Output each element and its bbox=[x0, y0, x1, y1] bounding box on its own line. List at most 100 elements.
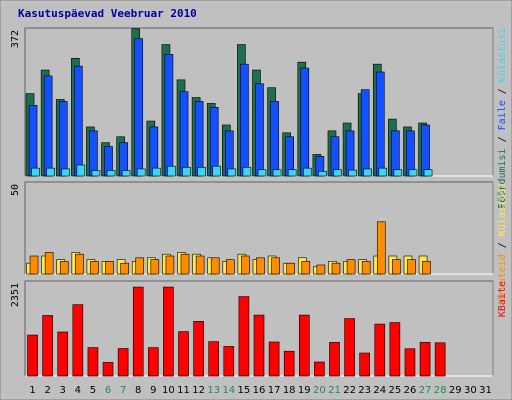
bar-kulastusi-top bbox=[212, 165, 222, 177]
bar-faile bbox=[28, 105, 38, 177]
bar-arvuteid bbox=[150, 259, 160, 275]
bar-kulastusi-top bbox=[197, 167, 206, 177]
x-tick-label: 9 bbox=[150, 385, 156, 396]
legend-item: Külastusi bbox=[497, 182, 508, 236]
bar-arvuteid bbox=[271, 257, 280, 275]
bar-kulastusi-top bbox=[76, 164, 86, 177]
bar-faile bbox=[375, 71, 385, 177]
bar-kulastusi-top bbox=[91, 170, 101, 177]
bar-arvuteid bbox=[226, 259, 235, 275]
bar-kulastusi-top bbox=[348, 169, 357, 177]
y-max-label-top: 372 bbox=[10, 30, 21, 48]
legend-item: / bbox=[497, 82, 508, 100]
bar-kulastusi-top bbox=[31, 167, 40, 177]
bar-kbaite bbox=[253, 314, 265, 377]
y-max-label-middle: 50 bbox=[10, 184, 21, 196]
x-tick-label: 10 bbox=[162, 385, 175, 396]
bar-faile bbox=[240, 63, 249, 177]
middle-panel-bars bbox=[26, 221, 431, 275]
bar-arvuteid bbox=[256, 257, 265, 275]
bar-kulastusi-top bbox=[227, 168, 237, 177]
x-tick-label: 4 bbox=[75, 385, 81, 396]
bar-arvuteid bbox=[361, 261, 371, 275]
bar-kbaite bbox=[208, 341, 220, 377]
x-tick-label: 12 bbox=[192, 385, 205, 396]
bar-kulastusi-top bbox=[333, 169, 342, 177]
bar-kbaite bbox=[298, 314, 310, 377]
bar-kulastusi-top bbox=[242, 167, 252, 177]
bar-kbaite bbox=[344, 318, 355, 377]
bar-kbaite bbox=[132, 286, 144, 377]
bar-arvuteid bbox=[241, 255, 250, 275]
x-tick-label: 25 bbox=[389, 385, 402, 396]
top-panel-bars bbox=[25, 28, 433, 177]
x-tick-label: 5 bbox=[90, 385, 96, 396]
bar-arvuteid bbox=[422, 261, 431, 275]
bar-arvuteid bbox=[135, 257, 145, 275]
x-tick-label: 18 bbox=[283, 385, 296, 396]
bar-faile bbox=[58, 101, 68, 177]
bar-kbaite bbox=[223, 346, 235, 377]
x-tick-label: 31 bbox=[479, 385, 492, 396]
bar-kulastusi-top bbox=[423, 169, 433, 177]
bar-faile bbox=[194, 101, 204, 177]
bar-kbaite bbox=[57, 331, 69, 377]
bar-faile bbox=[270, 101, 279, 177]
middle-legend-text: Arvuteid / Külastusi bbox=[497, 182, 508, 302]
x-tick-label: 23 bbox=[358, 385, 371, 396]
bottom-legend-text: KBaite bbox=[497, 281, 508, 317]
bar-kbaite bbox=[268, 341, 280, 377]
x-tick-label: 14 bbox=[222, 385, 235, 396]
x-tick-label: 6 bbox=[105, 385, 111, 396]
bar-kbaite bbox=[419, 341, 431, 377]
bar-arvuteid bbox=[90, 261, 99, 275]
bar-kulastusi-top bbox=[302, 167, 312, 177]
bar-kbaite bbox=[178, 331, 189, 377]
bar-kulastusi-top bbox=[136, 168, 146, 177]
bar-kulastusi-top bbox=[287, 169, 297, 177]
bar-kulastusi-top bbox=[378, 167, 388, 177]
bar-arvuteid bbox=[120, 262, 129, 275]
x-tick-label: 17 bbox=[268, 385, 281, 396]
bar-faile bbox=[255, 83, 264, 177]
bar-arvuteid bbox=[195, 255, 205, 275]
bar-kulastusi-top bbox=[393, 169, 403, 177]
x-tick-label: 13 bbox=[207, 385, 220, 396]
bottom-panel-bars bbox=[27, 286, 446, 377]
bar-kulastusi-top bbox=[61, 168, 71, 177]
legend-item: Faile bbox=[497, 100, 508, 130]
x-tick-label: 27 bbox=[419, 385, 432, 396]
bar-kbaite bbox=[163, 286, 174, 377]
bar-kbaite bbox=[72, 304, 84, 377]
bar-arvuteid bbox=[210, 257, 220, 275]
bar-kbaite bbox=[434, 342, 446, 377]
legend-item: / bbox=[497, 130, 508, 148]
bar-faile bbox=[209, 107, 219, 177]
bar-kulastusi-top bbox=[46, 167, 55, 177]
x-tick-label: 30 bbox=[464, 385, 477, 396]
x-tick-label: 8 bbox=[135, 385, 141, 396]
bar-faile bbox=[345, 130, 355, 177]
bar-kulastusi-top bbox=[106, 170, 116, 177]
x-tick-label: 7 bbox=[120, 385, 126, 396]
bar-kbaite bbox=[374, 323, 386, 377]
bar-arvuteid bbox=[180, 253, 190, 275]
x-tick-label: 2 bbox=[44, 385, 50, 396]
x-tick-label: 16 bbox=[253, 385, 266, 396]
x-tick-label: 21 bbox=[328, 385, 341, 396]
bar-faile bbox=[43, 75, 53, 177]
chart-title: Kasutuspäevad Veebruar 2010 bbox=[18, 7, 197, 20]
bar-kbaite bbox=[404, 348, 416, 377]
bar-arvuteid bbox=[407, 259, 416, 275]
bar-arvuteid bbox=[392, 259, 401, 275]
bar-faile bbox=[421, 124, 430, 177]
bar-faile bbox=[391, 130, 400, 177]
bar-faile bbox=[179, 91, 189, 177]
bar-arvuteid bbox=[376, 221, 386, 275]
y-max-label-bottom: 2351 bbox=[10, 283, 21, 307]
bar-arvuteid bbox=[29, 255, 39, 275]
bar-kulastusi-top bbox=[408, 169, 418, 177]
x-tick-label: 26 bbox=[404, 385, 417, 396]
